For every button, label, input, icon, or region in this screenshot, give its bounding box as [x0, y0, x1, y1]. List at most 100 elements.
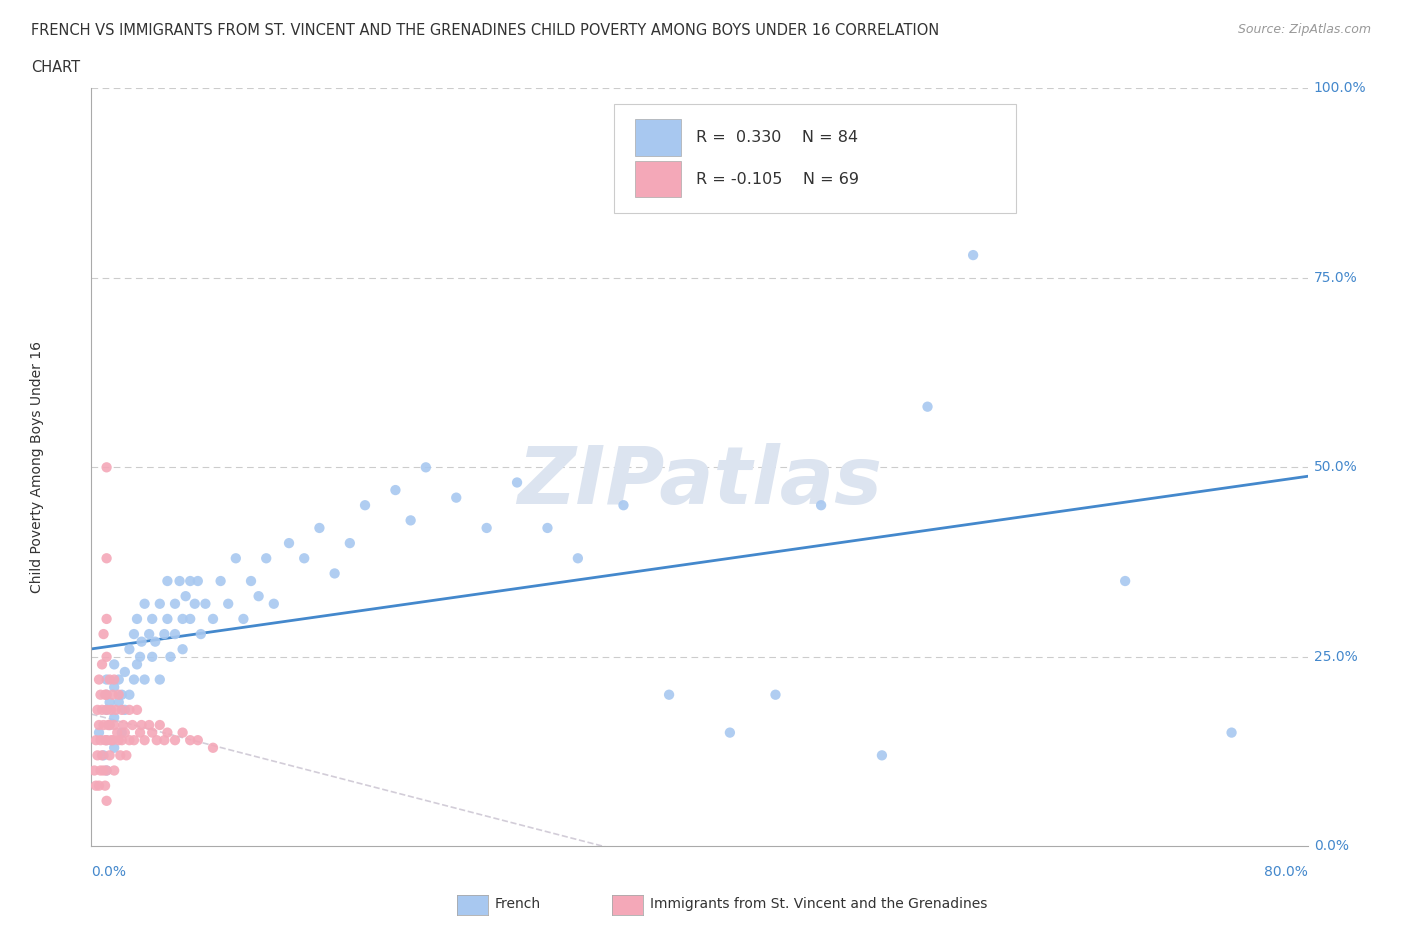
- Point: [125, 702, 148, 717]
- Point: [89, 733, 111, 748]
- Point: [240, 574, 263, 589]
- Point: [125, 657, 148, 671]
- Point: [91, 702, 114, 717]
- Point: [810, 498, 832, 512]
- Point: [103, 680, 125, 695]
- Point: [1114, 574, 1136, 589]
- Point: [870, 748, 893, 763]
- Point: [96, 612, 118, 627]
- Point: [114, 665, 136, 680]
- Point: [225, 551, 247, 565]
- Point: [103, 672, 125, 687]
- Point: [86, 748, 108, 763]
- Point: [141, 612, 163, 627]
- Point: [153, 627, 176, 642]
- Point: [187, 574, 209, 589]
- Point: [138, 627, 160, 642]
- Point: [100, 702, 122, 717]
- Point: [94, 778, 117, 793]
- Point: [96, 793, 118, 808]
- Point: [339, 536, 361, 551]
- Text: 80.0%: 80.0%: [1264, 865, 1308, 879]
- Point: [111, 733, 134, 748]
- Point: [98, 718, 121, 733]
- Point: [111, 725, 134, 740]
- Point: [153, 733, 176, 748]
- Point: [131, 718, 153, 733]
- Point: [118, 642, 141, 657]
- Point: [93, 627, 115, 642]
- Point: [179, 574, 201, 589]
- Point: [163, 627, 186, 642]
- Point: [87, 725, 110, 740]
- Point: [111, 687, 134, 702]
- Point: [131, 634, 153, 649]
- Point: [194, 596, 217, 611]
- Point: [1220, 725, 1243, 740]
- Point: [96, 551, 118, 565]
- Point: [169, 574, 191, 589]
- Point: [96, 649, 118, 664]
- Point: [115, 748, 138, 763]
- Point: [103, 763, 125, 777]
- Point: [107, 672, 129, 687]
- Point: [159, 649, 181, 664]
- Point: [765, 687, 787, 702]
- Point: [97, 718, 120, 733]
- Point: [323, 566, 346, 581]
- Text: R = -0.105    N = 69: R = -0.105 N = 69: [696, 172, 859, 187]
- Bar: [636, 161, 682, 197]
- Point: [125, 612, 148, 627]
- Point: [89, 687, 111, 702]
- Point: [122, 627, 145, 642]
- Point: [96, 763, 118, 777]
- Text: Source: ZipAtlas.com: Source: ZipAtlas.com: [1237, 23, 1371, 36]
- Point: [122, 733, 145, 748]
- Point: [84, 733, 107, 748]
- Point: [172, 612, 194, 627]
- FancyBboxPatch shape: [614, 103, 1015, 213]
- Point: [129, 725, 152, 740]
- Point: [202, 612, 225, 627]
- Point: [96, 733, 118, 748]
- Point: [184, 596, 207, 611]
- Point: [209, 574, 232, 589]
- Point: [145, 733, 167, 748]
- Point: [190, 627, 212, 642]
- Point: [118, 687, 141, 702]
- Point: [107, 695, 129, 710]
- Point: [100, 733, 122, 748]
- Point: [254, 551, 277, 565]
- Text: 75.0%: 75.0%: [1313, 271, 1357, 285]
- Point: [107, 733, 129, 748]
- Point: [536, 521, 558, 536]
- Point: [122, 672, 145, 687]
- Point: [129, 649, 152, 664]
- Point: [917, 399, 939, 414]
- Point: [163, 733, 186, 748]
- Point: [506, 475, 529, 490]
- Point: [87, 778, 110, 793]
- Point: [138, 718, 160, 733]
- Point: [567, 551, 589, 565]
- Point: [91, 748, 114, 763]
- Point: [399, 513, 422, 528]
- Point: [83, 763, 105, 777]
- Text: French: French: [495, 897, 541, 911]
- Point: [156, 725, 179, 740]
- Point: [163, 596, 186, 611]
- Point: [110, 748, 132, 763]
- Point: [121, 718, 143, 733]
- Point: [172, 725, 194, 740]
- Text: Child Poverty Among Boys Under 16: Child Poverty Among Boys Under 16: [30, 341, 44, 593]
- Point: [101, 733, 124, 748]
- Point: [96, 763, 118, 777]
- Point: [91, 657, 114, 671]
- Point: [87, 672, 110, 687]
- Point: [104, 702, 127, 717]
- Point: [86, 702, 108, 717]
- Point: [174, 589, 197, 604]
- Point: [103, 710, 125, 724]
- Point: [98, 672, 121, 687]
- Point: [111, 702, 134, 717]
